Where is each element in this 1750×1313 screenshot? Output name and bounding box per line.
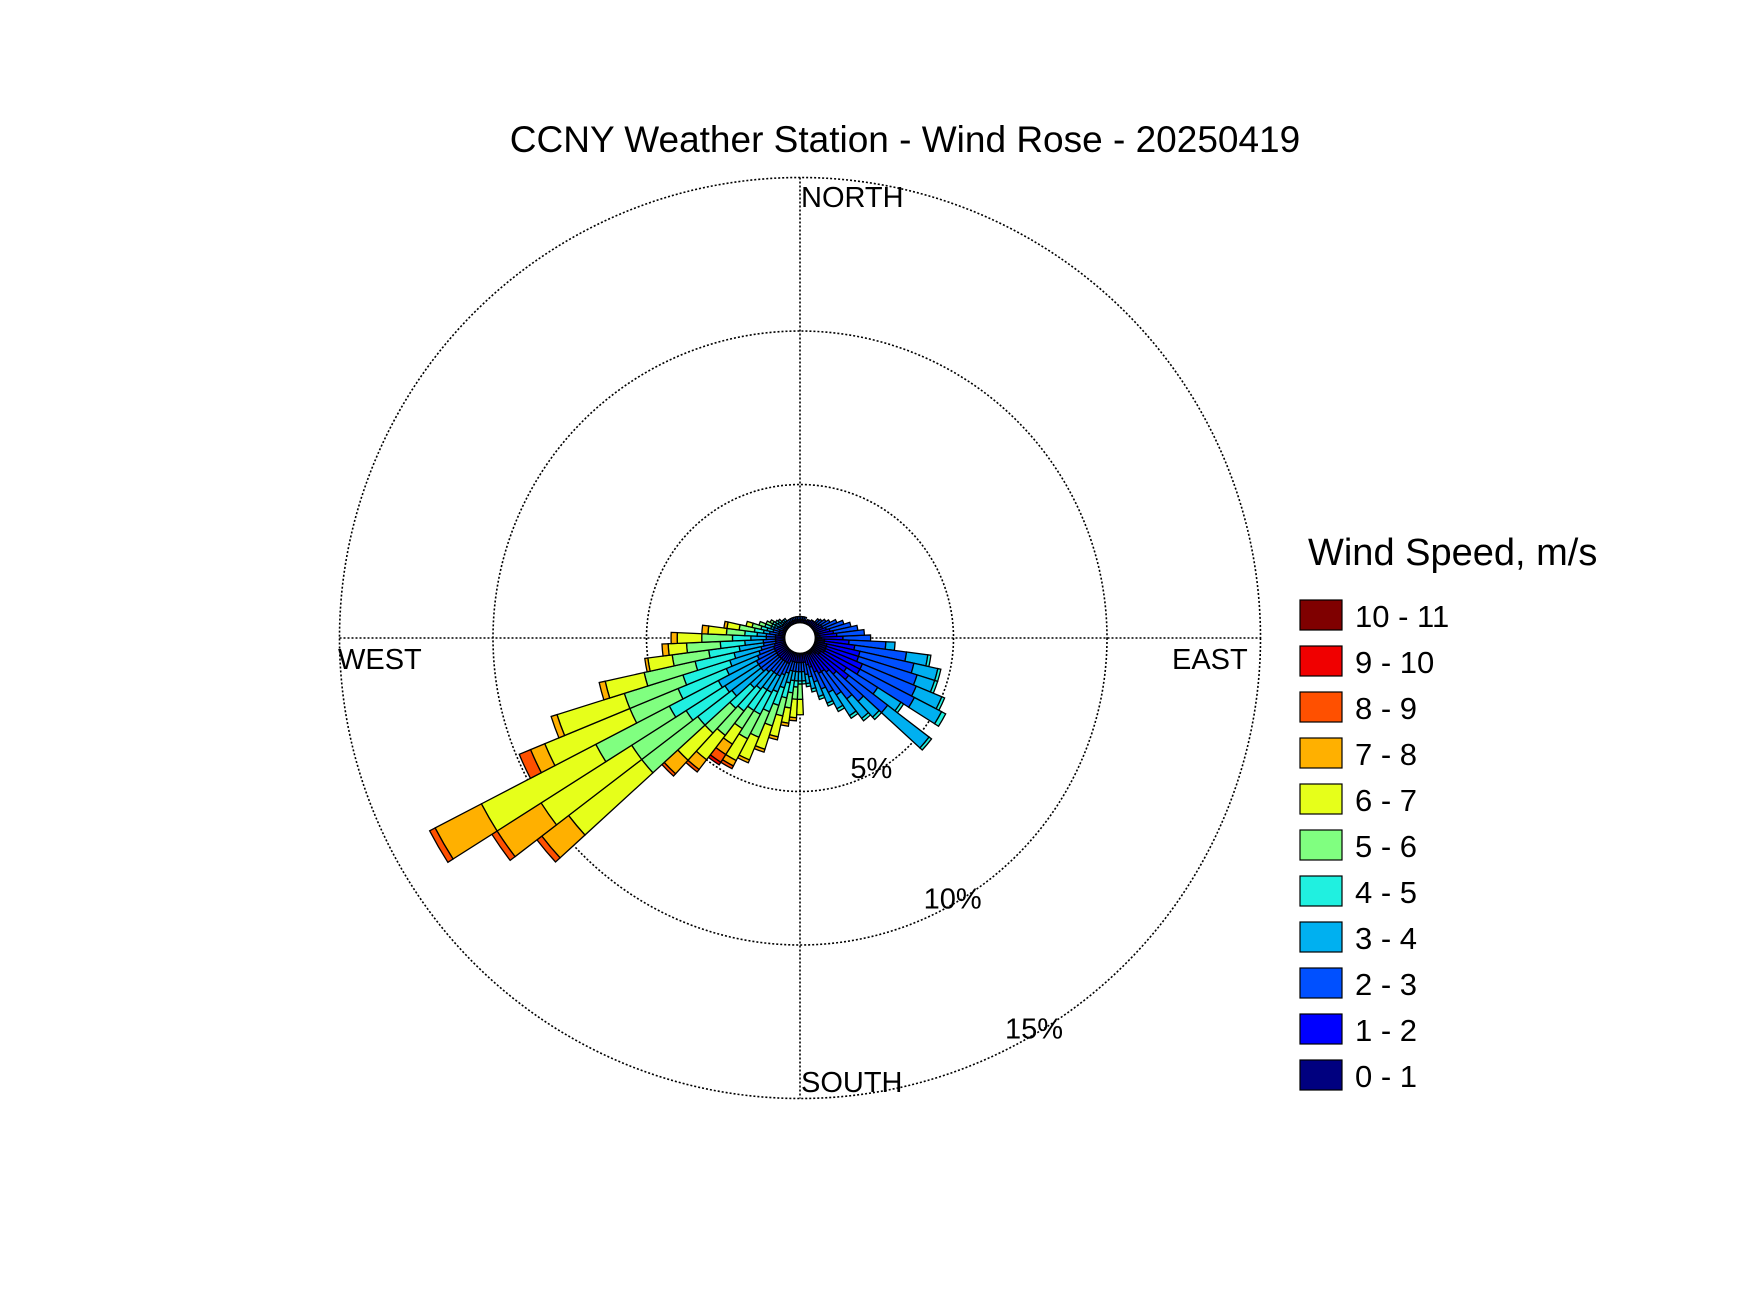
legend: 10 - 11 9 - 10 8 - 9 7 - 8 6 - 7 5 - 6 4 - 5 3 … (1299, 599, 1449, 1094)
sector-130-bin-4 (919, 736, 933, 751)
wind-sectors (428, 615, 947, 864)
legend-label-5: 5 - 6 (1355, 829, 1417, 864)
legend-swatch-6 (1299, 875, 1343, 907)
legend-swatch-2 (1299, 691, 1343, 723)
sector-285-bin-6 (745, 620, 754, 629)
legend-swatch-4 (1299, 783, 1343, 815)
legend-swatch-7 (1299, 921, 1343, 953)
legend-label-8: 2 - 3 (1355, 967, 1417, 1002)
direction-label-east: EAST (1172, 644, 1248, 676)
sector-245-bin-8 (518, 748, 543, 780)
legend-label-6: 4 - 5 (1355, 875, 1417, 910)
legend-label-4: 6 - 7 (1355, 783, 1417, 818)
sector-290-bin-5 (758, 620, 767, 628)
sector-120-bin-4 (933, 710, 947, 728)
sector-320-bin-3 (782, 617, 788, 624)
sector-265-bin-7 (661, 643, 670, 657)
direction-label-west: WEST (338, 644, 422, 676)
sector-250-bin-7 (550, 713, 566, 739)
legend-swatch-9 (1299, 1013, 1343, 1045)
sector-85-bin-2 (835, 628, 866, 638)
direction-label-north: NORTH (801, 182, 904, 214)
calm-circle (783, 621, 817, 655)
legend-swatch-5 (1299, 829, 1343, 861)
ring-label-2: 10% (924, 883, 982, 915)
sector-185-bin-7 (788, 716, 798, 722)
sector-150-bin-4 (835, 704, 846, 713)
legend-label-0: 10 - 11 (1355, 599, 1449, 634)
sector-270-bin-6 (676, 631, 703, 645)
legend-swatch-0 (1299, 599, 1343, 631)
legend-label-2: 8 - 9 (1355, 691, 1417, 726)
sector-260-bin-7 (644, 657, 651, 673)
sector-295-bin-5 (765, 620, 774, 628)
sector-275-bin-7 (701, 624, 710, 635)
legend-swatch-10 (1299, 1059, 1343, 1091)
legend-label-7: 3 - 4 (1355, 921, 1417, 956)
sector-305-bin-4 (774, 619, 781, 625)
legend-swatch-8 (1299, 967, 1343, 999)
sector-270-bin-7 (670, 631, 678, 645)
sector-190-bin-7 (779, 721, 790, 727)
sector-160-bin-4 (817, 693, 826, 701)
sector-140-bin-4 (860, 711, 872, 722)
ring-labels: 5% 10% 15% (850, 753, 1063, 1045)
calm-center (783, 621, 817, 655)
legend-title: Wind Speed, m/s (1308, 532, 1597, 574)
sector-310-bin-4 (777, 618, 783, 624)
sector-135-bin-4 (871, 709, 883, 721)
sector-240-bin-8 (428, 827, 454, 864)
sector-165-bin-4 (810, 686, 818, 693)
ring-label-1: 5% (850, 753, 892, 785)
sector-280-bin-6 (726, 621, 741, 631)
sector-15-bin-2 (803, 616, 808, 622)
legend-label-10: 0 - 1 (1355, 1059, 1417, 1094)
chart-title: CCNY Weather Station - Wind Rose - 20250… (510, 119, 1300, 160)
sector-300-bin-5 (769, 618, 776, 625)
sector-265-bin-6 (667, 642, 689, 656)
legend-swatch-1 (1299, 645, 1343, 677)
sector-155-bin-4 (826, 699, 835, 707)
sector-280-bin-7 (723, 620, 729, 630)
sector-145-bin-4 (848, 710, 859, 720)
sector-255-bin-7 (598, 680, 611, 701)
legend-label-9: 1 - 2 (1355, 1013, 1417, 1048)
legend-swatch-3 (1299, 737, 1343, 769)
direction-label-south: SOUTH (801, 1067, 903, 1099)
sector-170-bin-4 (805, 682, 812, 688)
legend-label-1: 9 - 10 (1355, 645, 1434, 680)
ring-label-3: 15% (1005, 1014, 1063, 1046)
legend-label-3: 7 - 8 (1355, 737, 1417, 772)
